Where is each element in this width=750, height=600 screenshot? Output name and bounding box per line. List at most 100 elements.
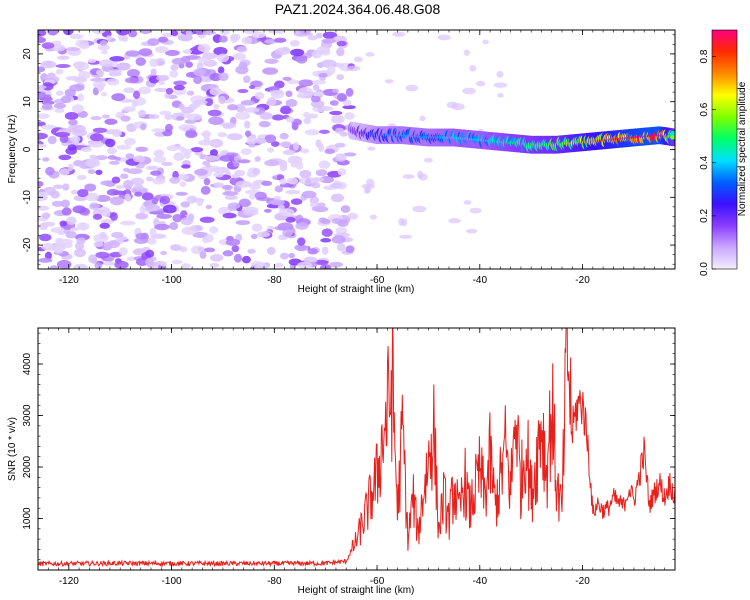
spectrogram-cell	[209, 253, 224, 262]
spectrogram-cell	[217, 131, 228, 138]
spectrogram-cell	[330, 193, 345, 203]
spectrogram-cell	[172, 87, 187, 96]
spectrogram-cell	[213, 103, 220, 110]
spectrogram-cell	[132, 155, 146, 163]
spectrogram-cell	[50, 190, 60, 199]
spectrogram-cell	[111, 93, 126, 102]
snr-series-line	[38, 328, 675, 568]
spectrogram-cell	[55, 63, 71, 69]
spectrogram-cell	[74, 61, 89, 71]
spectrogram-cell	[63, 30, 74, 36]
spectrogram-cell	[38, 36, 46, 44]
spectrogram-cell	[280, 252, 289, 260]
spectrogram-cell	[55, 90, 64, 96]
spectrogram-cell	[158, 80, 165, 86]
snr-x-tick-label: -80	[267, 576, 282, 587]
spectrogram-cell	[122, 106, 136, 112]
spectrogram-y-tick-label: 0	[22, 146, 33, 152]
spectrogram-cell	[319, 175, 334, 184]
spectrogram-cell	[115, 184, 126, 190]
spectrogram-cell	[318, 72, 328, 78]
spectrogram-cell	[106, 35, 113, 41]
spectrogram-cell	[93, 241, 104, 248]
spectrogram-cell	[53, 103, 66, 109]
spectrogram-x-tick-label: -40	[473, 275, 488, 286]
spectrogram-cell	[146, 237, 157, 245]
spectrogram-cell	[186, 113, 203, 121]
spectrogram-cell	[274, 225, 290, 231]
spectrogram-cell	[497, 92, 504, 98]
spectrogram-cell	[40, 242, 55, 251]
spectrogram-cell	[190, 224, 204, 232]
spectrogram-cell	[285, 90, 293, 98]
spectrogram-cell	[264, 159, 279, 167]
spectrogram-cell	[290, 198, 303, 205]
spectrogram-cell	[41, 124, 57, 130]
spectrogram-cell	[92, 213, 103, 220]
spectrogram-cell	[135, 257, 149, 267]
spectrogram-cell	[279, 163, 288, 172]
snr-x-tick-label: -100	[162, 576, 182, 587]
spectrogram-cell	[135, 232, 148, 240]
spectrogram-cell	[448, 218, 462, 224]
spectrogram-cell	[309, 91, 325, 97]
spectrogram-cell	[336, 74, 345, 81]
spectrogram-cell	[226, 133, 243, 141]
spectrogram-x-tick-label: -20	[575, 275, 590, 286]
spectrogram-cell	[202, 236, 210, 244]
spectrogram-cell	[199, 216, 215, 223]
spectrogram-cell	[336, 93, 347, 102]
spectrogram-cell	[121, 35, 129, 42]
spectrogram-cell	[132, 96, 147, 106]
spectrogram-cell	[100, 180, 116, 186]
spectrogram-cell	[399, 234, 413, 239]
spectrogram-cell	[38, 66, 46, 73]
spectrogram-cell	[186, 195, 198, 204]
spectrogram-cell	[310, 95, 321, 103]
spectrogram-cell	[222, 191, 239, 196]
spectrogram-cell	[365, 52, 375, 57]
spectrogram-cell	[192, 231, 209, 239]
spectrogram-cell	[108, 160, 120, 165]
spectrogram-cell	[70, 33, 84, 40]
spectrogram-cell	[264, 58, 279, 64]
spectrogram-cell	[462, 87, 476, 95]
spectrogram-cell	[282, 76, 292, 81]
spectrogram-cell	[107, 240, 121, 249]
spectrogram-cell	[330, 114, 345, 124]
spectrogram-cell	[151, 128, 166, 133]
spectrogram-cell	[99, 222, 110, 229]
spectrogram-cell	[230, 35, 238, 43]
spectrogram-cell	[64, 111, 79, 120]
spectrogram-cell	[290, 162, 299, 168]
spectrogram-cell	[301, 190, 317, 199]
spectrogram-cell	[419, 115, 426, 122]
spectrogram-cell	[120, 173, 129, 179]
spectrogram-cell	[303, 111, 311, 118]
spectrogram-cell	[120, 220, 136, 226]
spectrogram-cell	[138, 86, 152, 95]
spectrogram-cell	[264, 208, 272, 213]
spectrogram-cell	[87, 58, 97, 64]
spectrogram-x-label: Height of straight line (km)	[298, 284, 415, 295]
spectrogram-cell	[72, 129, 88, 137]
spectrogram-cell	[77, 188, 89, 198]
spectrogram-cell	[282, 228, 293, 238]
spectrogram-cell	[141, 192, 154, 201]
spectrogram-cell	[316, 46, 331, 54]
spectrogram-cell	[76, 222, 90, 231]
spectrogram-cell	[90, 116, 102, 121]
spectrogram-cell	[159, 261, 168, 267]
spectrogram-cell	[402, 174, 415, 179]
spectrogram-cell	[309, 196, 320, 205]
spectrogram-cell	[213, 182, 224, 188]
spectrogram-cell	[238, 61, 248, 70]
spectrogram-cell	[124, 137, 136, 146]
spectrogram-cell	[134, 191, 143, 197]
spectrogram-cell	[278, 208, 295, 217]
spectrogram-cell	[289, 39, 301, 47]
spectrogram-cell	[367, 146, 376, 151]
spectrogram-cell	[95, 194, 111, 202]
